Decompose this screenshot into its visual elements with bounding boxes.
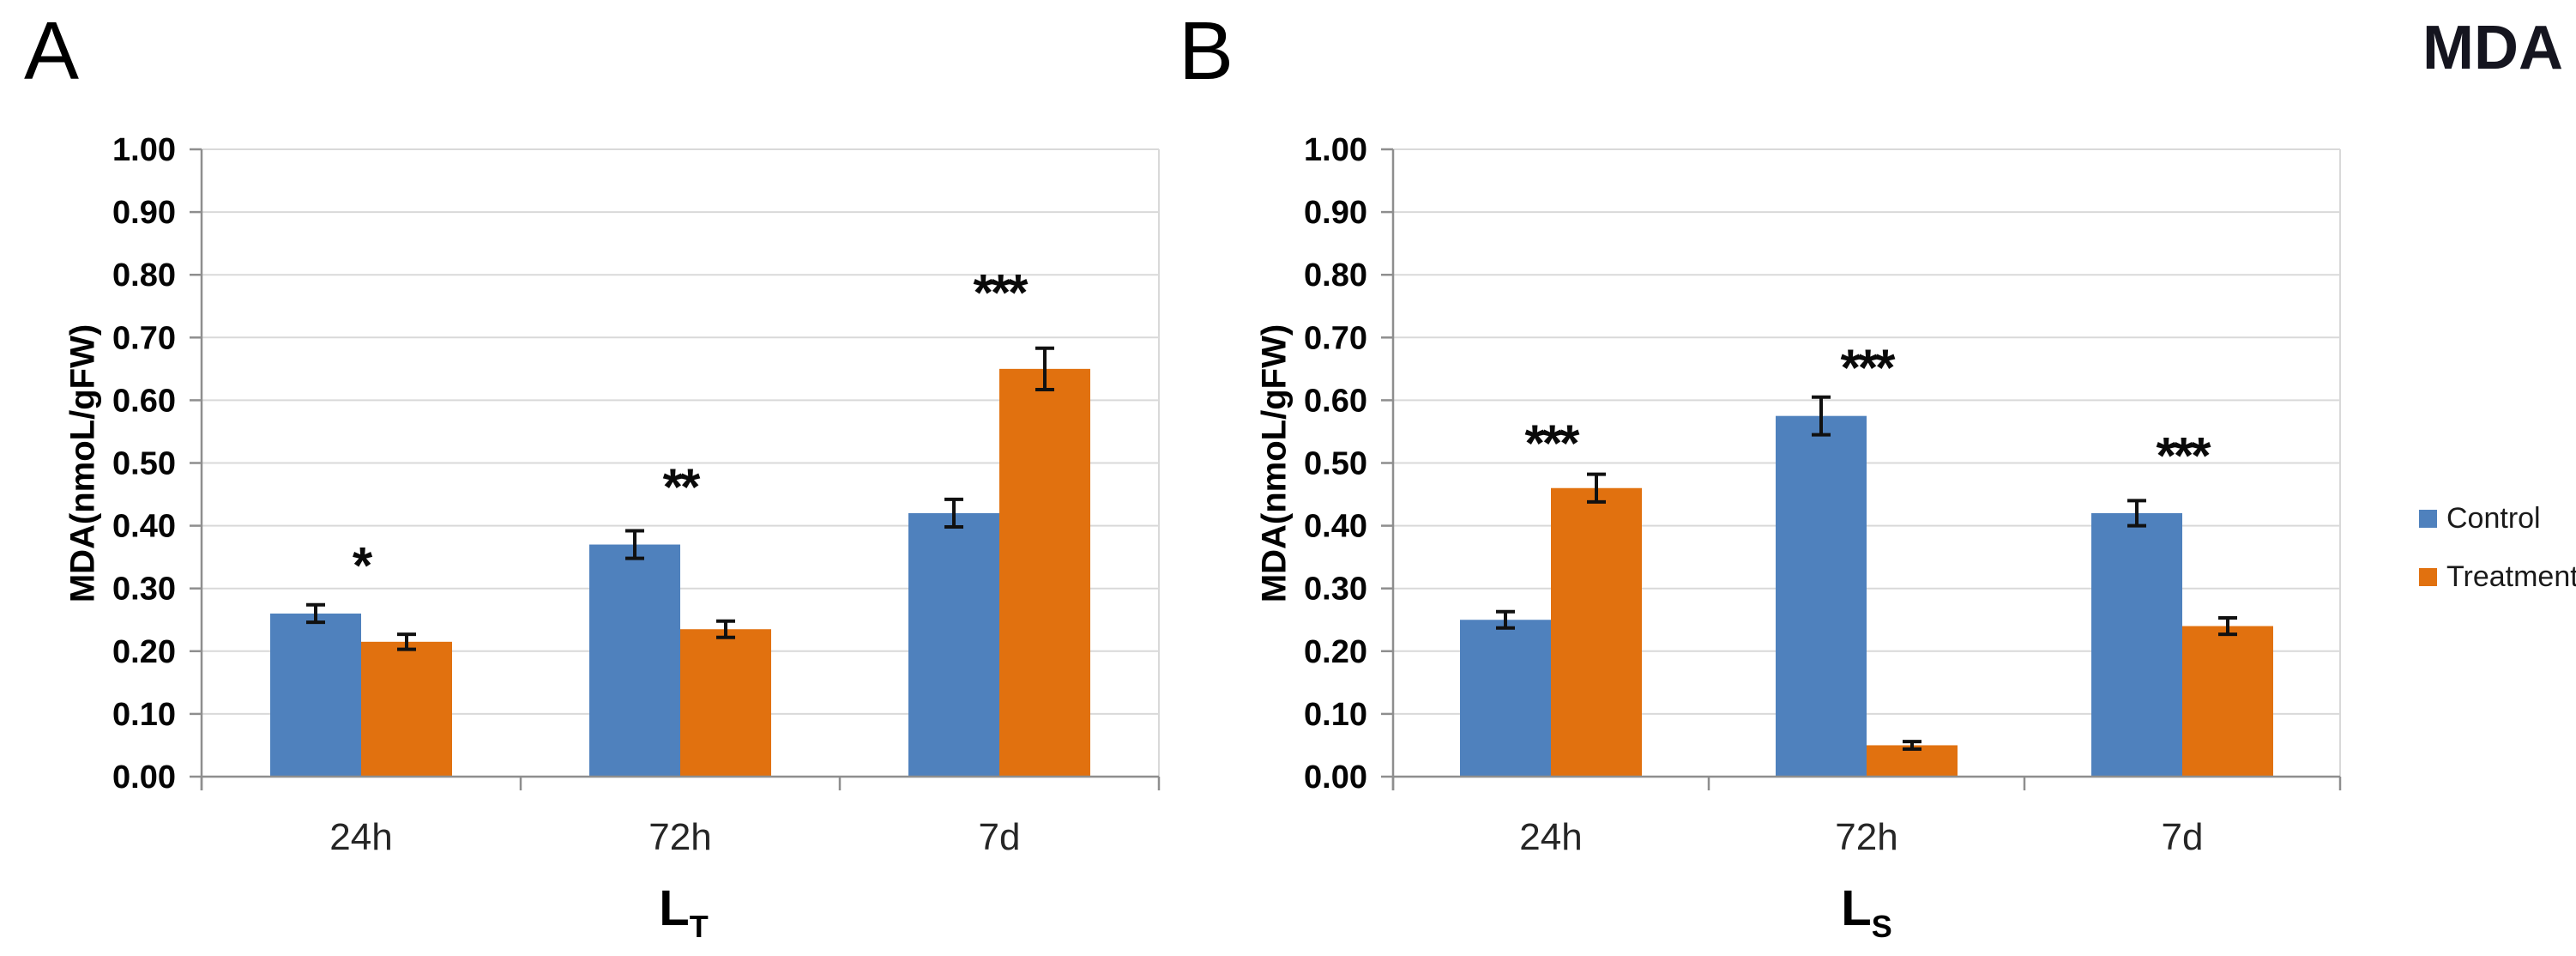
panel-a-y-tick-label: 0.80 <box>112 257 176 293</box>
panel-b-y-tick-label: 0.30 <box>1304 572 1367 608</box>
panel-a-y-tick-label: 0.30 <box>112 572 176 608</box>
panel-a-x-axis-title-main: L <box>659 880 690 936</box>
panel-a-x-axis-title: LT <box>659 884 708 942</box>
panel-a-category-label-24h: 24h <box>329 816 392 858</box>
panel-b-bar-control-72h <box>1776 415 1867 777</box>
panel-a-y-tick-label: 0.40 <box>112 509 176 545</box>
panel-a-x-axis-title-sub: T <box>689 909 709 944</box>
legend-label-treatment: Treatment <box>2446 560 2576 593</box>
panel-a-bar-treatment-24h <box>361 641 452 777</box>
panel-a-category-label-72h: 72h <box>649 816 711 858</box>
panel-a-significance-72h: ** <box>663 458 701 516</box>
panel-a-y-tick-label: 0.70 <box>112 320 176 356</box>
legend-swatch-control <box>2419 509 2437 528</box>
panel-b-y-tick-label: 0.00 <box>1304 759 1367 796</box>
panel-a-bar-control-72h <box>589 544 680 777</box>
legend: Control Treatment <box>2419 501 2576 620</box>
panel-a-y-tick-label: 0.20 <box>112 634 176 670</box>
panel-b-category-label-24h: 24h <box>1519 816 1582 858</box>
panel-b-significance-72h: *** <box>1840 339 1896 396</box>
panel-a-y-tick-label: 0.60 <box>112 383 176 419</box>
panel-a-y-axis-title: MDA(nmoL/gFW) <box>63 324 102 603</box>
legend-item-treatment: Treatment <box>2419 560 2576 593</box>
panel-a-label: A <box>24 5 80 97</box>
panel-a-bar-treatment-72h <box>680 629 771 777</box>
panel-b-y-tick-label: 0.80 <box>1304 257 1367 293</box>
panel-b-y-tick-label: 0.40 <box>1304 509 1367 545</box>
panel-b-bar-treatment-7d <box>2182 626 2273 777</box>
panel-b-y-tick-label: 0.70 <box>1304 320 1367 356</box>
panel-b-category-label-7d: 7d <box>2162 816 2204 858</box>
panel-b-bar-treatment-24h <box>1551 487 1642 777</box>
panel-b-significance-7d: *** <box>2156 427 2211 485</box>
panel-b-significance-24h: *** <box>1524 414 1580 472</box>
panel-a-significance-24h: * <box>353 536 373 594</box>
panel-a-significance-7d: *** <box>973 264 1029 322</box>
panel-a-category-label-7d: 7d <box>979 816 1021 858</box>
panel-a-y-tick-label: 0.90 <box>112 195 176 231</box>
figure-title: MDA <box>2422 14 2563 82</box>
panel-b-x-axis-title: LS <box>1841 884 1891 942</box>
panel-b-bar-control-24h <box>1460 620 1551 777</box>
panel-b-label: B <box>1179 5 1234 97</box>
panel-b-y-tick-label: 1.00 <box>1304 132 1367 168</box>
panel-a-bar-control-7d <box>908 512 999 777</box>
panel-b-x-axis-title-main: L <box>1841 880 1872 936</box>
legend-item-control: Control <box>2419 501 2576 535</box>
legend-label-control: Control <box>2446 501 2541 535</box>
panel-b-y-tick-label: 0.60 <box>1304 383 1367 419</box>
panel-b-y-tick-label: 0.50 <box>1304 446 1367 482</box>
panel-b-category-label-72h: 72h <box>1835 816 1897 858</box>
panel-b-x-axis-title-sub: S <box>1871 909 1892 944</box>
panel-b-y-tick-label: 0.20 <box>1304 634 1367 670</box>
panel-a-bar-treatment-7d <box>999 368 1090 777</box>
legend-swatch-treatment <box>2419 567 2437 586</box>
panel-b-bar-control-7d <box>2091 512 2182 777</box>
panel-b-y-tick-label: 0.10 <box>1304 697 1367 733</box>
panel-a-y-tick-label: 1.00 <box>112 132 176 168</box>
panel-a-y-tick-label: 0.10 <box>112 697 176 733</box>
panel-b-y-tick-label: 0.90 <box>1304 195 1367 231</box>
panel-b-y-axis-title: MDA(nmoL/gFW) <box>1255 324 1294 603</box>
panel-a-y-tick-label: 0.50 <box>112 446 176 482</box>
panel-a-bar-control-24h <box>270 613 361 777</box>
panel-a-y-tick-label: 0.00 <box>112 759 176 796</box>
